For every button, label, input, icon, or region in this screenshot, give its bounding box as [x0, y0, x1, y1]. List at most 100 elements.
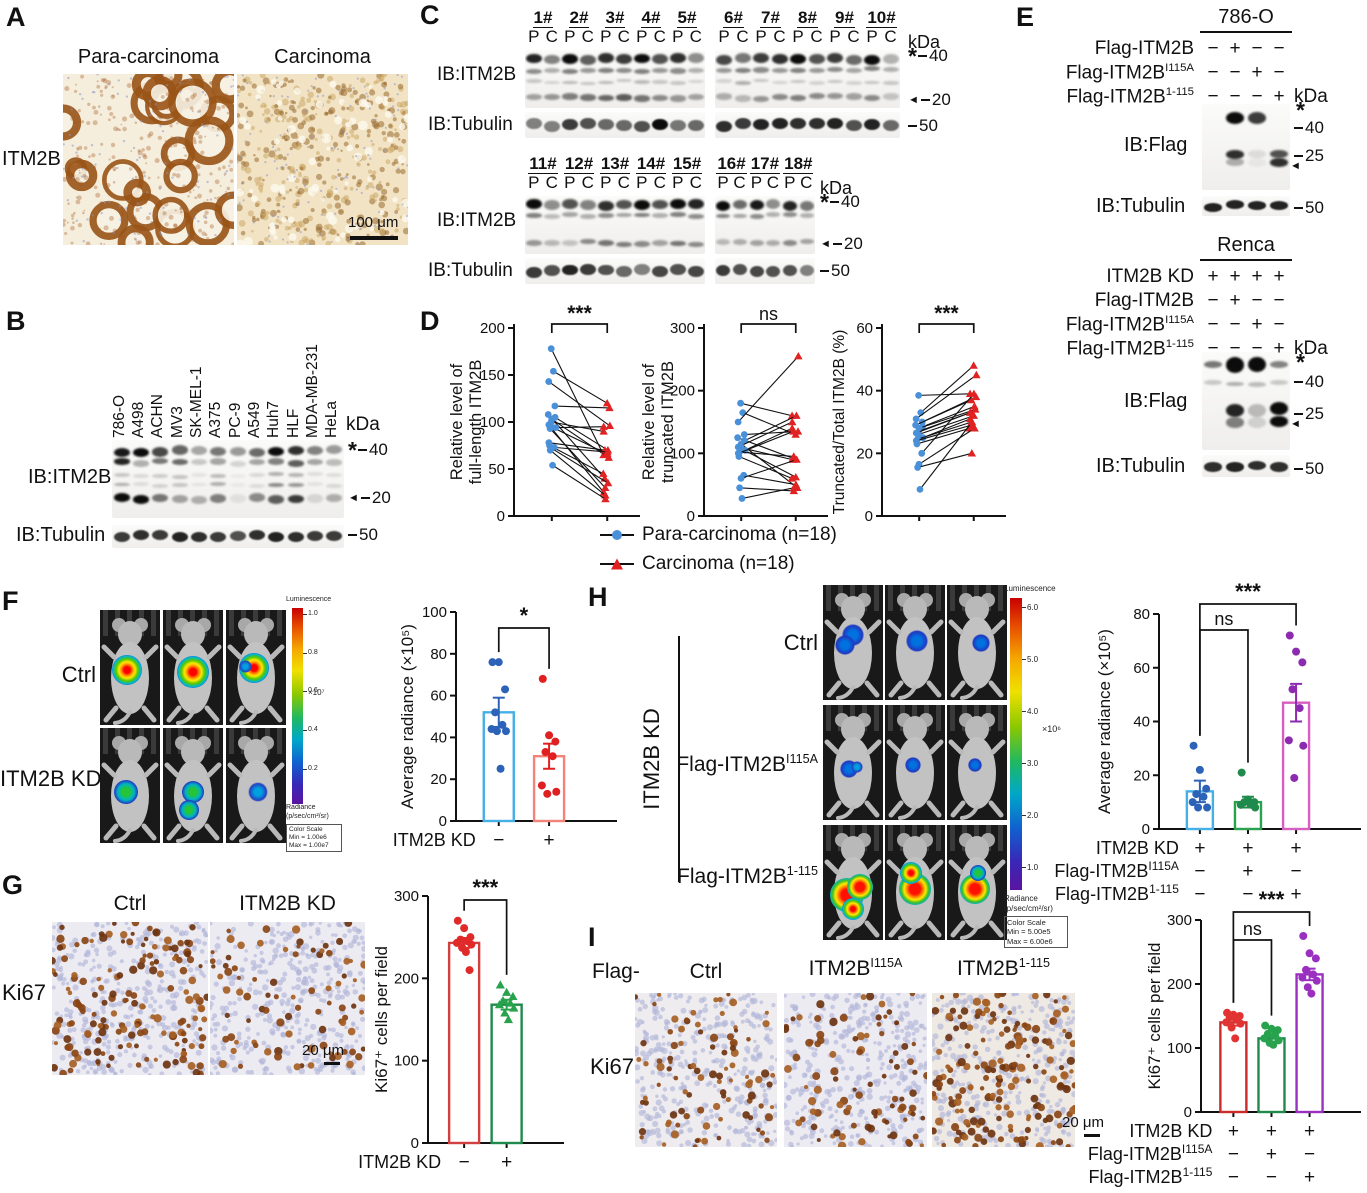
svg-text:+: +	[1304, 1121, 1315, 1142]
svg-text:200: 200	[1167, 976, 1192, 993]
mouse-bioluminescence-image	[100, 610, 160, 725]
luminescence-scale-title: Luminescence	[286, 596, 332, 603]
b-lane-label: MDA-MB-231	[304, 344, 321, 438]
svg-text:ITM2B KD: ITM2B KD	[1129, 1121, 1212, 1141]
scale-tick	[1022, 606, 1026, 608]
e-top-25: 25	[1294, 146, 1324, 166]
svg-text:ns: ns	[759, 304, 778, 324]
color-scale-minmax-box: Color Scale Min = 5.00e5 Max = 6.00e6	[1004, 916, 1068, 949]
b-lane-label: HLF	[284, 408, 302, 438]
svg-text:Average radiance (×10⁵): Average radiance (×10⁵)	[1095, 629, 1114, 814]
b-kda-label: kDa	[346, 414, 380, 435]
truncated-total-ratio-chart: 0 20 40 60 Truncated/Total ITM2B (%) ***	[831, 302, 1006, 525]
e-top-star: *	[1296, 97, 1305, 123]
e-condition-symbol: −	[1229, 62, 1241, 83]
e-condition-symbol: −	[1273, 314, 1285, 335]
carcinoma-ihc-image	[237, 74, 408, 245]
i-ctrl-ki67-image	[635, 993, 777, 1147]
svg-text:0: 0	[497, 508, 505, 525]
scale-exponent: ×10⁶	[1042, 724, 1061, 734]
e-condition-symbol: +	[1273, 266, 1285, 287]
e-condition-label: ITM2B KD	[1106, 266, 1194, 287]
b-marker-50: 50	[348, 525, 378, 545]
svg-text:+: +	[1266, 1121, 1277, 1142]
svg-text:ITM2B KD: ITM2B KD	[393, 830, 476, 850]
e-kda-bottom: kDa	[1294, 338, 1328, 359]
truncated-itm2b-chart: 0 100 200 300 Relative level of truncated ITM…	[640, 304, 828, 525]
e-title-renca: Renca	[1217, 234, 1275, 256]
e-top-50: 50	[1294, 198, 1324, 218]
f-average-radiance-chart: 0 20 40 60 80 100 Average radiance (×10⁵) * ITM2…	[393, 603, 617, 851]
panel-b-letter: B	[6, 306, 26, 336]
panel-a-letter: A	[6, 2, 26, 32]
c-sample-number: 8#	[797, 8, 818, 28]
western-blot-image	[112, 440, 344, 518]
h-average-radiance-chart: 0 20 40 60 80 Average radiance (×10⁵) ns*** ITM…	[1054, 579, 1361, 905]
g-kd-ki67-image	[210, 922, 365, 1075]
e-title-786o: 786-O	[1218, 6, 1274, 28]
scale-tick	[1022, 658, 1026, 660]
mouse-bioluminescence-image	[947, 825, 1007, 940]
luminescence-color-bar	[1010, 598, 1022, 890]
e-condition-label: Flag-ITM2BI115A	[1065, 62, 1194, 84]
e-condition-symbol: −	[1207, 338, 1219, 359]
mouse-bioluminescence-image	[823, 705, 883, 820]
svg-text:***: ***	[1259, 887, 1285, 912]
e-condition-label: Flag-ITM2B	[1094, 290, 1194, 311]
b-ib-itm2b-label: IB:ITM2B	[28, 466, 112, 488]
scale-tick	[1022, 762, 1026, 764]
svg-text:0: 0	[1142, 821, 1150, 838]
svg-text:+: +	[1304, 1167, 1315, 1188]
scale-tick-label: 0.2	[308, 764, 318, 772]
scale-tick	[303, 652, 307, 654]
e-condition-label: Flag-ITM2B1-115	[1066, 86, 1194, 108]
e-top-40: 40	[1294, 118, 1324, 138]
mouse-bioluminescence-image	[885, 825, 945, 940]
itm2b-row-label: ITM2B	[2, 148, 61, 170]
e-condition-symbol: −	[1207, 86, 1219, 107]
para-carcinoma-label: Para-carcinoma	[77, 46, 220, 68]
svg-text:+: +	[1291, 884, 1302, 905]
e-condition-symbol: −	[1229, 86, 1241, 107]
western-blot-image	[525, 196, 705, 254]
c-bot-marker-20: ◄ 20	[820, 234, 863, 253]
svg-text:40: 40	[856, 383, 873, 400]
i-flag-prefix: Flag-	[592, 960, 640, 983]
svg-text:300: 300	[394, 888, 419, 905]
svg-text:−: −	[1194, 861, 1205, 882]
c-ib-tubulin-bottom: IB:Tubulin	[428, 260, 513, 281]
svg-text:***: ***	[473, 875, 499, 900]
b-lane-label: HeLa	[323, 400, 341, 438]
legend-item: Para-carcinoma (n=18)	[598, 520, 837, 549]
b-marker-20: ◄ 20	[348, 488, 391, 507]
c-sample-number: 11#	[528, 154, 558, 174]
svg-text:Flag-ITM2BI115A: Flag-ITM2BI115A	[1088, 1142, 1213, 1164]
g-itm2b-kd-label: ITM2B KD	[239, 892, 336, 915]
e-ib-flag-top: IB:Flag	[1124, 134, 1188, 156]
b-lane-label: MV3	[168, 406, 186, 438]
western-blot-image	[1202, 104, 1290, 190]
e-title-renca-underline	[1200, 259, 1292, 261]
e-ib-tubulin-top: IB:Tubulin	[1096, 195, 1186, 217]
western-blot-image	[525, 258, 705, 284]
svg-text:+: +	[1228, 1121, 1239, 1142]
svg-text:0: 0	[411, 1135, 419, 1152]
c-sample-number: 6#	[723, 8, 744, 28]
svg-text:truncated ITM2B: truncated ITM2B	[659, 361, 677, 483]
svg-text:***: ***	[934, 302, 959, 325]
svg-text:40: 40	[1133, 714, 1150, 731]
mouse-bioluminescence-image	[823, 825, 883, 940]
panel-g-letter: G	[2, 870, 24, 900]
svg-text:−: −	[1304, 1144, 1315, 1165]
c-top-marker-40: * 40	[908, 43, 948, 69]
